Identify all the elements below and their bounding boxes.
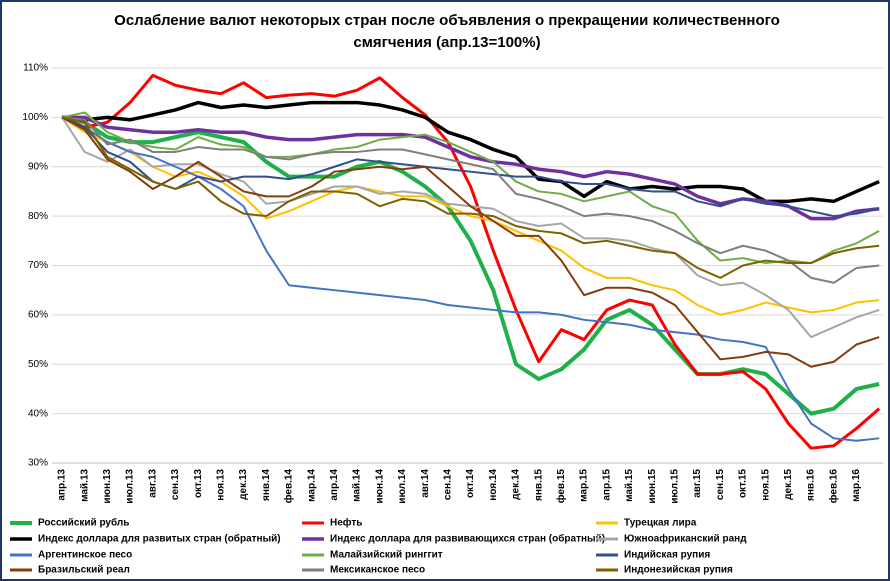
legend-label: Российский рубль bbox=[38, 517, 129, 529]
x-tick-label: мар.14 bbox=[306, 469, 317, 502]
x-tick-label: мар.15 bbox=[579, 469, 590, 502]
x-tick-label: фев.16 bbox=[827, 469, 839, 504]
legend-label: Бразильский реал bbox=[38, 565, 130, 576]
y-tick-label: 40% bbox=[28, 408, 48, 419]
y-tick-label: 90% bbox=[28, 161, 48, 172]
series-line bbox=[62, 115, 880, 221]
x-tick-label: окт.13 bbox=[193, 469, 204, 498]
series-line bbox=[61, 116, 880, 368]
series-line bbox=[61, 116, 880, 442]
legend-label: Индекс доллара для развитых стран (обрат… bbox=[38, 533, 281, 545]
x-tick-label: май.15 bbox=[624, 469, 635, 502]
x-tick-label: июл.15 bbox=[670, 469, 681, 504]
x-tick-label: мар.16 bbox=[851, 469, 862, 502]
x-tick-label: дек.14 bbox=[511, 469, 522, 500]
legend-label: Малайзийский ринггит bbox=[330, 550, 443, 561]
x-tick-label: сен.14 bbox=[443, 469, 454, 501]
y-tick-label: 50% bbox=[28, 359, 48, 370]
series-line bbox=[61, 73, 881, 450]
chart-title: Ослабление валют некоторых стран после о… bbox=[114, 12, 780, 51]
y-tick-label: 110% bbox=[23, 63, 48, 74]
y-tick-label: 80% bbox=[28, 211, 48, 222]
series-line bbox=[61, 115, 880, 416]
x-tick-label: июн.13 bbox=[102, 469, 113, 504]
x-tick-label: июл.14 bbox=[397, 469, 408, 504]
x-tick-label: апр.13 bbox=[57, 469, 68, 501]
x-tick-label: янв.15 bbox=[533, 469, 544, 501]
x-tick-label: ноя.13 bbox=[216, 469, 227, 501]
x-tick-label: апр.15 bbox=[601, 469, 612, 501]
legend-label: Южноафриканский ранд bbox=[624, 533, 747, 545]
x-tick-label: июн.15 bbox=[647, 469, 658, 504]
x-tick-label: янв.14 bbox=[261, 469, 272, 501]
x-tick-label: окт.14 bbox=[465, 469, 476, 498]
y-tick-label: 30% bbox=[28, 458, 48, 469]
x-tick-label: ноя.14 bbox=[488, 469, 499, 501]
series-line bbox=[61, 100, 880, 204]
series-line bbox=[61, 116, 880, 279]
x-tick-label: сен.15 bbox=[715, 469, 726, 501]
legend-label: Нефть bbox=[330, 517, 362, 529]
x-tick-label: фев.14 bbox=[283, 469, 295, 504]
y-tick-label: 70% bbox=[28, 260, 48, 271]
x-tick-label: янв.16 bbox=[806, 469, 817, 501]
legend-label: Турецкая лира bbox=[624, 518, 697, 529]
x-tick-label: май.13 bbox=[79, 469, 90, 502]
x-tick-label: дек.13 bbox=[238, 469, 249, 500]
x-tick-label: апр.14 bbox=[329, 469, 340, 501]
x-tick-label: фев.15 bbox=[555, 469, 567, 504]
x-tick-label: ноя.15 bbox=[760, 469, 771, 501]
y-tick-label: 100% bbox=[22, 112, 48, 123]
x-tick-label: окт.15 bbox=[738, 469, 749, 498]
legend-label: Индонезийская рупия bbox=[624, 565, 733, 576]
legend-label: Индийская рупия bbox=[624, 550, 710, 561]
legend-label: Аргентинское песо bbox=[38, 550, 132, 561]
x-tick-label: авг.15 bbox=[692, 469, 703, 498]
series-line bbox=[61, 111, 880, 265]
legend-label: Мексиканское песо bbox=[330, 565, 425, 576]
series-line bbox=[61, 116, 880, 284]
x-tick-label: авг.13 bbox=[147, 469, 158, 498]
y-tick-label: 60% bbox=[28, 310, 48, 321]
x-tick-label: июн.14 bbox=[374, 469, 385, 504]
x-tick-label: дек.15 bbox=[783, 469, 794, 500]
x-tick-label: июл.13 bbox=[125, 469, 136, 504]
x-tick-label: май.14 bbox=[352, 469, 363, 502]
series-line bbox=[61, 116, 880, 218]
legend-label: Индекс доллара для развивающихся стран (… bbox=[330, 533, 605, 545]
x-tick-label: авг.14 bbox=[420, 469, 431, 498]
series-line bbox=[61, 116, 880, 316]
x-tick-label: сен.13 bbox=[170, 469, 181, 501]
